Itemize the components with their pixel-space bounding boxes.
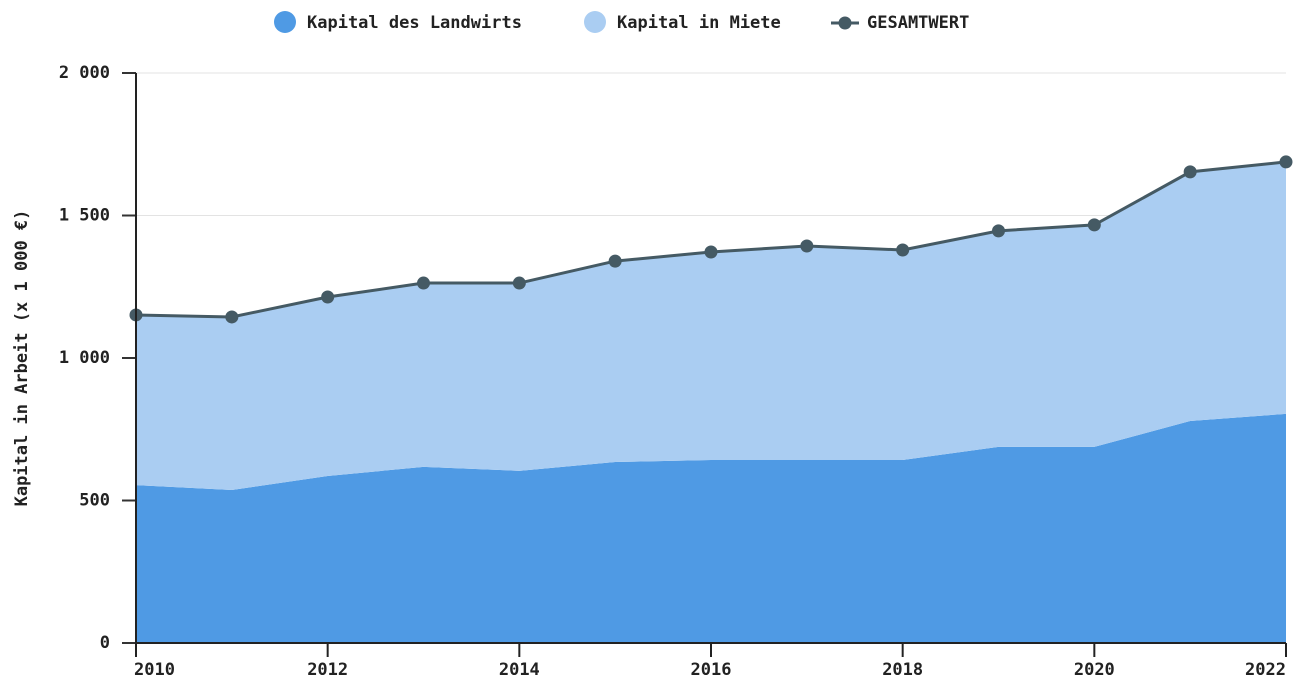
x-tick-label: 2012 [307,660,348,680]
area [136,413,1286,643]
x-tick-label: 2022 [1245,660,1286,680]
point [704,245,718,259]
point [1087,218,1101,232]
point [321,290,335,304]
y-tick-label: 1 000 [59,348,110,368]
y-tick-label: 0 [100,633,110,653]
point [1183,165,1197,179]
legend-label: Kapital in Miete [617,13,781,33]
x-tick-label: 2010 [134,660,175,680]
point [512,276,526,290]
legend-label: Kapital des Landwirts [307,13,522,33]
x-tick-label: 2016 [691,660,732,680]
legend-marker [584,11,606,33]
area [136,161,1286,490]
point [417,276,430,290]
y-tick-label: 1 500 [59,206,110,226]
point [800,239,814,253]
legend-marker [838,16,852,30]
y-axis-label: Kapital in Arbeit (x 1 000 €) [12,210,32,507]
legend-marker [274,11,296,33]
point [1279,155,1293,169]
point [608,254,622,268]
point [992,224,1005,238]
legend-label: GESAMTWERT [867,13,969,33]
x-tick-label: 2018 [882,660,923,680]
x-tick-label: 2020 [1074,660,1115,680]
point [225,310,239,324]
x-tick-label: 2014 [499,660,540,680]
y-tick-label: 500 [79,491,110,511]
point [896,243,910,257]
y-tick-label: 2 000 [59,63,110,83]
